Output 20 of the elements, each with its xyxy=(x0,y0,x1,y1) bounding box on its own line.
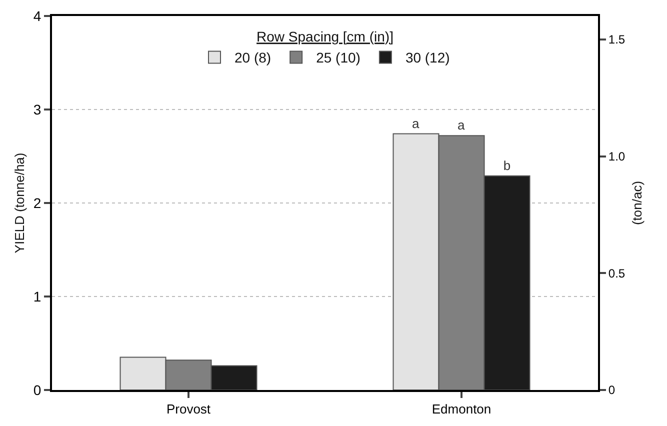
y-tick-label: 2 xyxy=(33,194,42,211)
legend-label: 25 (10) xyxy=(316,50,360,66)
y-tick-label: 3 xyxy=(33,101,42,118)
y-tick-label: 0 xyxy=(33,382,42,398)
y-tick-label: 1 xyxy=(33,288,42,304)
y-tick-label: 4 xyxy=(33,8,42,24)
legend-label: 30 (12) xyxy=(405,50,450,66)
x-tick-label: Provost xyxy=(166,402,211,417)
y2-tick-label: 1.5 xyxy=(608,32,626,47)
y2-tick-label: 1.0 xyxy=(608,149,626,164)
y2-tick-label: 0 xyxy=(608,383,616,398)
y-axis-title: YIELD (tonne/ha) xyxy=(12,152,27,254)
y2-tick-label: 0.5 xyxy=(608,266,626,280)
data-label: a xyxy=(412,116,420,131)
data-label: a xyxy=(458,118,466,133)
legend-label: 20 (8) xyxy=(234,50,272,66)
x-tick-label: Edmonton xyxy=(432,402,492,417)
y2-axis-title: (ton/ac) xyxy=(630,180,645,226)
data-label: b xyxy=(503,158,511,173)
legend-title: Row Spacing [cm (in)] xyxy=(256,28,394,45)
